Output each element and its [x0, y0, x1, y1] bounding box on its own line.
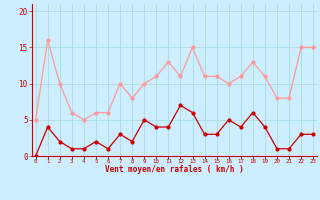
X-axis label: Vent moyen/en rafales ( km/h ): Vent moyen/en rafales ( km/h ) — [105, 165, 244, 174]
